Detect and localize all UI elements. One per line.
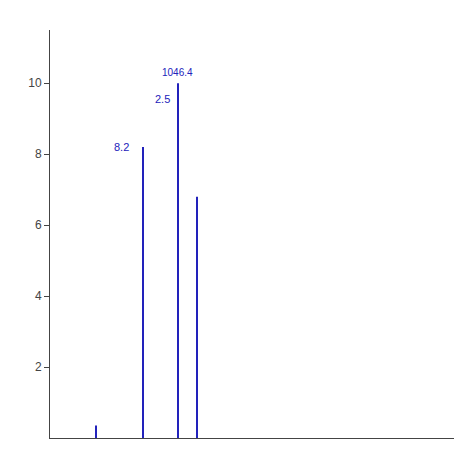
- svg-text:2.5: 2.5: [155, 93, 170, 105]
- svg-text:10: 10: [28, 76, 42, 90]
- svg-text:8: 8: [35, 147, 42, 161]
- svg-text:8.2: 8.2: [114, 141, 129, 153]
- svg-text:2: 2: [35, 360, 42, 374]
- svg-text:1046.4: 1046.4: [162, 67, 193, 78]
- svg-text:4: 4: [35, 289, 42, 303]
- svg-text:6: 6: [35, 218, 42, 232]
